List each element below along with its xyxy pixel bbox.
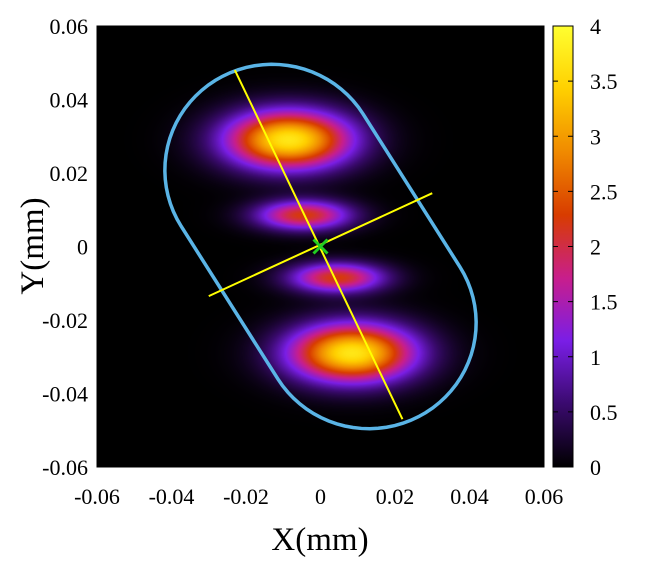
colorbar-tick-label: 1.5	[590, 290, 618, 315]
center-marker-stroke-b	[312, 238, 329, 255]
colorbar-tick-label: 1	[590, 345, 601, 370]
stadium-boundary	[163, 62, 478, 431]
colorbar-tick-label: 0	[590, 455, 601, 480]
colorbar-tick-label: 3	[590, 124, 601, 149]
x-tick-label: 0.04	[450, 484, 489, 509]
x-tick-label: 0.06	[525, 484, 564, 509]
center-marker	[312, 238, 329, 255]
x-tick-label: -0.02	[223, 484, 269, 509]
colorbar-tick-label: 2	[590, 235, 601, 260]
y-tick-label: -0.06	[42, 455, 88, 480]
colorbar-tick-label: 4	[590, 14, 601, 39]
y-tick-label: -0.04	[42, 382, 88, 407]
colorbar-tick-label: 2.5	[590, 179, 618, 204]
x-ticks: -0.06 -0.04 -0.02 0 0.02 0.04 0.06	[74, 26, 563, 509]
x-tick-label: 0.02	[376, 484, 415, 509]
x-tick-label: -0.04	[149, 484, 195, 509]
x-axis-title: X(mm)	[271, 522, 368, 558]
colorbar-ticks: 0 0.5 1 1.5 2 2.5 3 3.5 4	[553, 14, 618, 480]
x-tick-label: -0.06	[74, 484, 120, 509]
y-tick-label: 0.06	[50, 14, 89, 39]
colorbar-tick-label: 0.5	[590, 400, 618, 425]
x-tick-label: 0	[315, 484, 326, 509]
plot-area	[97, 26, 544, 467]
y-tick-label: 0.04	[50, 88, 89, 113]
y-tick-label: -0.02	[42, 308, 88, 333]
y-tick-label: 0.02	[50, 161, 89, 186]
y-ticks: -0.06 -0.04 -0.02 0 0.02 0.04 0.06	[42, 14, 544, 480]
y-axis-title: Y(mm)	[15, 197, 51, 294]
y-tick-label: 0	[77, 235, 88, 260]
colorbar-tick-label: 3.5	[590, 69, 618, 94]
